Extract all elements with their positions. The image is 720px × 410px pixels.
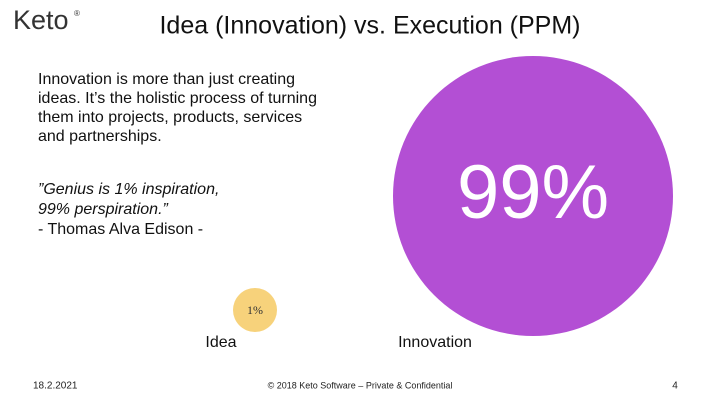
title: Idea (Innovation) vs. Execution (PPM) <box>159 12 580 40</box>
text-line: ”Genius is 1% inspiration, <box>38 181 219 198</box>
paragraph: Innovation is more than just creating ide… <box>38 71 317 145</box>
idea-label: Idea <box>205 334 236 351</box>
innovation-label: Innovation <box>398 334 472 351</box>
text-line: 99% perspiration.” <box>38 201 169 218</box>
big-circle <box>393 56 673 336</box>
text-line: and partnerships. <box>38 128 162 145</box>
footer-date: 18.2.2021 <box>33 381 78 392</box>
logo-mark: ® <box>74 9 80 18</box>
footer-copyright: © 2018 Keto Software – Private & Confide… <box>268 380 453 390</box>
quote: ”Genius is 1% inspiration, 99% perspirati… <box>38 181 219 218</box>
small-circle-label: 1% <box>247 303 263 317</box>
big-circle-label: 99% <box>457 150 609 235</box>
text-line: ideas. It’s the holistic process of turn… <box>38 90 317 107</box>
quote-author: - Thomas Alva Edison - <box>38 221 203 238</box>
text-line: Innovation is more than just creating <box>38 71 295 88</box>
small-circle <box>233 288 277 332</box>
text-line: them into projects, products, services <box>38 109 302 126</box>
logo: Keto <box>13 5 69 35</box>
footer-page: 4 <box>672 381 678 392</box>
